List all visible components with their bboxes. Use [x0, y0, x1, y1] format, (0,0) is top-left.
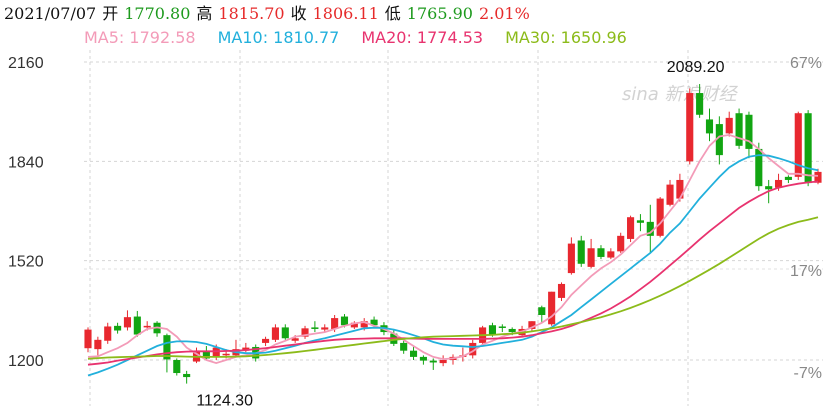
candle-body[interactable] [271, 327, 279, 340]
candle-body[interactable] [173, 360, 181, 374]
candle-body[interactable] [350, 322, 358, 328]
high-value: 1815.70 [218, 4, 285, 23]
ma30-legend-item: MA30: 1650.96 [505, 28, 627, 47]
candle-body[interactable] [567, 243, 575, 274]
candle-body[interactable] [488, 325, 497, 335]
low-label: 低 [384, 4, 401, 23]
high-label: 高 [196, 4, 213, 23]
candle-body[interactable] [429, 360, 437, 363]
candle-body[interactable] [183, 373, 191, 378]
candle-body[interactable] [607, 251, 615, 258]
candle-body[interactable] [755, 148, 763, 187]
candle-body[interactable] [301, 328, 309, 337]
candle-body[interactable] [765, 186, 773, 190]
candle-body[interactable] [321, 327, 329, 330]
candle-body[interactable] [84, 329, 92, 349]
percent-tick-label: 17% [790, 263, 822, 280]
candle-body[interactable] [212, 347, 220, 357]
candle-body[interactable] [557, 283, 566, 298]
candle-body[interactable] [676, 179, 684, 199]
y-tick-label: 1200 [8, 353, 44, 370]
candle-body[interactable] [409, 350, 418, 357]
candle-body[interactable] [636, 220, 644, 223]
candle-body[interactable] [617, 235, 625, 252]
candle-body[interactable] [627, 217, 635, 239]
candle-body[interactable] [656, 198, 664, 236]
open-label: 开 [102, 4, 119, 23]
open-value: 1770.80 [124, 4, 191, 23]
date-label: 2021/07/07 [4, 4, 97, 23]
ma5-line [87, 133, 819, 365]
ma-legend: MA5: 1792.58 MA10: 1810.77 MA20: 1774.53 MA… [84, 26, 649, 50]
candle-body[interactable] [498, 326, 506, 328]
ohlc-info-line: 2021/07/07 开 1770.80 高 1815.70 收 1806.11 低 1765.… [4, 3, 536, 25]
candle-body[interactable] [163, 335, 171, 360]
candle-body[interactable] [794, 113, 802, 177]
percent-tick-label: 67% [790, 55, 822, 72]
candle-body[interactable] [666, 184, 674, 205]
y-tick-label: 2160 [8, 55, 44, 72]
y-tick-label: 1840 [8, 154, 44, 171]
percent-tick-label: -7% [794, 365, 822, 382]
ma5-legend-item: MA5: 1792.58 [84, 28, 196, 47]
candle-body[interactable] [281, 327, 289, 339]
candle-body[interactable] [508, 328, 516, 333]
y-tick-label: 1520 [8, 254, 44, 271]
candle-body[interactable] [814, 171, 822, 183]
low-value: 1765.90 [406, 4, 473, 23]
candle-body[interactable] [143, 325, 151, 328]
close-label: 收 [290, 4, 307, 23]
candle-body[interactable] [94, 339, 102, 350]
candle-body[interactable] [715, 124, 723, 156]
candle-body[interactable] [745, 114, 753, 149]
candle-body[interactable] [597, 248, 605, 257]
candle-body[interactable] [104, 326, 112, 341]
candle-body[interactable] [469, 342, 477, 356]
candle-body[interactable] [686, 93, 694, 162]
candle-body[interactable] [646, 221, 654, 236]
ma20-line [87, 180, 819, 366]
candle-body[interactable] [528, 321, 536, 329]
candle-body[interactable] [331, 318, 339, 329]
candle-body[interactable] [291, 338, 299, 341]
candle-body[interactable] [133, 316, 141, 335]
candle-body[interactable] [340, 316, 349, 326]
candle-body[interactable] [696, 93, 704, 115]
close-value: 1806.11 [312, 4, 379, 23]
candle-body[interactable] [202, 351, 210, 359]
min-price-label: 1124.30 [196, 393, 253, 406]
ma20-legend-item: MA20: 1774.53 [361, 28, 484, 47]
max-price-label: 2089.20 [667, 59, 725, 76]
candle-body[interactable] [360, 321, 368, 328]
candle-body[interactable] [538, 307, 546, 315]
change-percent: 2.01% [478, 4, 530, 23]
ma10-line [87, 154, 819, 377]
candle-body[interactable] [242, 347, 250, 351]
candle-body[interactable] [705, 119, 714, 134]
candle-body[interactable] [784, 176, 792, 180]
watermark-logo: sina 新浪财经 [622, 84, 739, 105]
candle-body[interactable] [114, 325, 122, 331]
candle-body[interactable] [311, 327, 319, 329]
candle-body[interactable] [262, 338, 270, 343]
candle-body[interactable] [577, 240, 585, 264]
candle-body[interactable] [439, 360, 447, 364]
candle-body[interactable] [419, 356, 427, 361]
candle-body[interactable] [400, 342, 408, 351]
ma30-line [87, 216, 819, 360]
candle-body[interactable] [587, 248, 595, 267]
candle-body[interactable] [774, 179, 783, 188]
candle-body[interactable] [804, 113, 812, 184]
candle-body[interactable] [222, 353, 230, 356]
candle-body[interactable] [370, 319, 378, 326]
candle-body[interactable] [735, 113, 743, 146]
candle-body[interactable] [548, 291, 556, 325]
ma10-legend-item: MA10: 1810.77 [217, 28, 340, 47]
candle-body[interactable] [123, 317, 132, 328]
candle-body[interactable] [725, 117, 733, 134]
